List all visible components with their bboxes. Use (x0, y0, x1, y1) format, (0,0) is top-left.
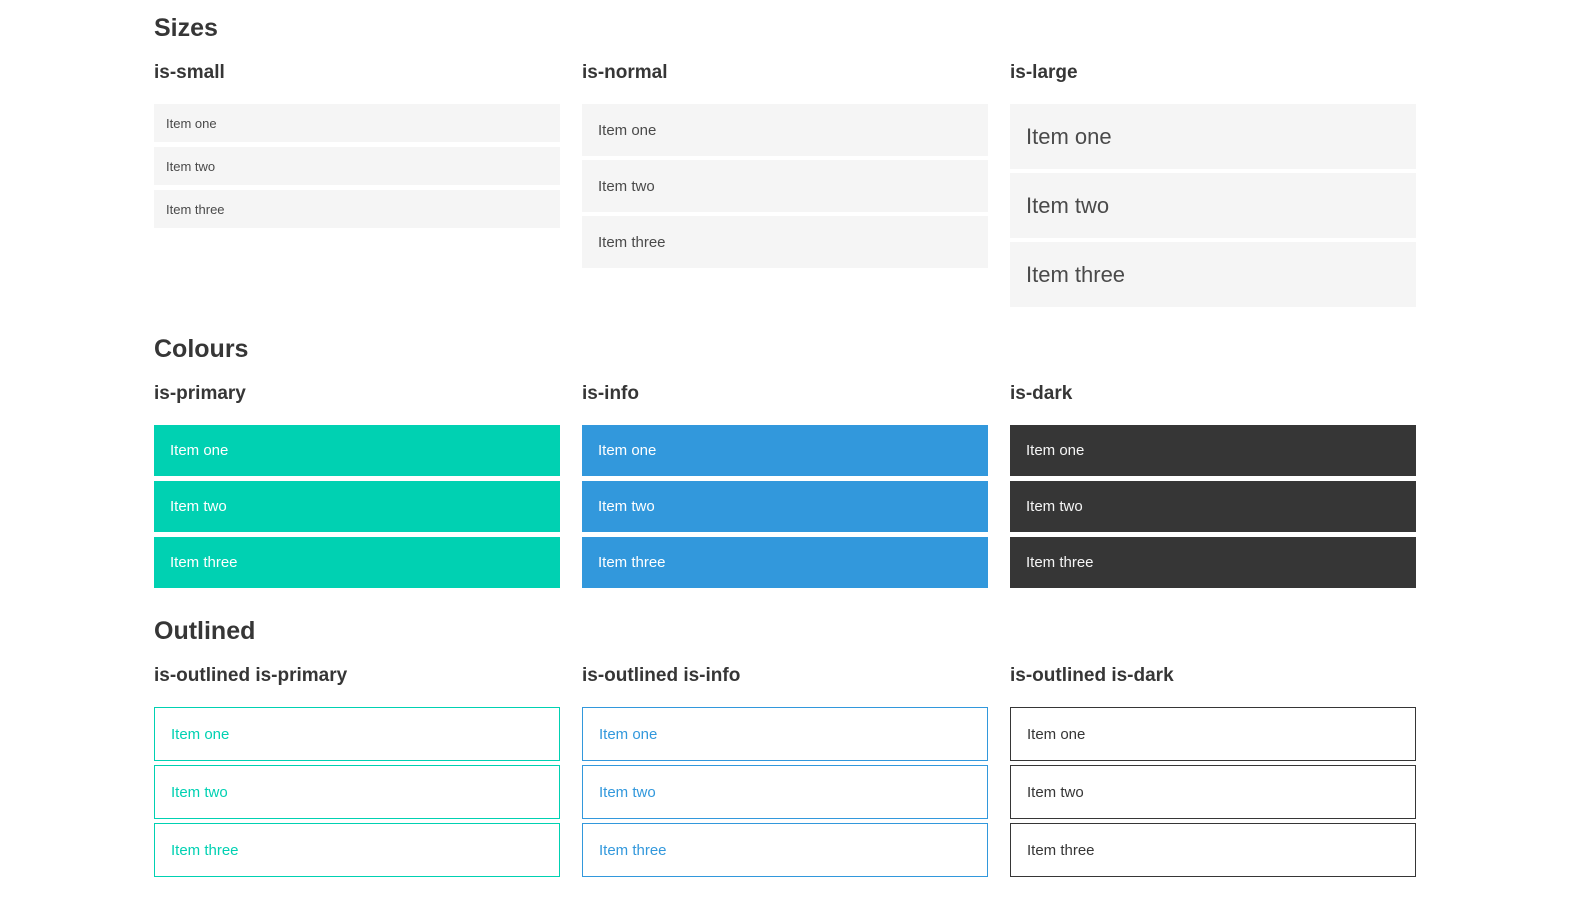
group-is-outlined-is-dark: is-outlined is-dark Item one Item two It… (1010, 665, 1416, 881)
list-item[interactable]: Item one (154, 425, 560, 476)
list-item[interactable]: Item two (154, 481, 560, 532)
list-item[interactable]: Item one (154, 104, 560, 142)
group-is-info: is-info Item one Item two Item three (582, 383, 988, 593)
list-item[interactable]: Item one (1010, 425, 1416, 476)
list-item[interactable]: Item three (154, 190, 560, 228)
list-item[interactable]: Item two (154, 147, 560, 185)
colours-row: is-primary Item one Item two Item three … (154, 383, 1416, 593)
list-item[interactable]: Item three (582, 823, 988, 877)
list-item[interactable]: Item three (1010, 823, 1416, 877)
group-label: is-outlined is-primary (154, 665, 348, 686)
list-item[interactable]: Item three (582, 216, 988, 268)
section-sizes: Sizes is-small Item one Item two Item th… (154, 14, 1416, 311)
sizes-row: is-small Item one Item two Item three is… (154, 62, 1416, 311)
outlined-row: is-outlined is-primary Item one Item two… (154, 665, 1416, 881)
group-label: is-outlined is-info (582, 665, 741, 686)
group-is-primary: is-primary Item one Item two Item three (154, 383, 560, 593)
section-outlined: Outlined is-outlined is-primary Item one… (154, 617, 1416, 881)
group-is-small: is-small Item one Item two Item three (154, 62, 560, 311)
list-item[interactable]: Item two (1010, 765, 1416, 819)
list-item[interactable]: Item three (154, 537, 560, 588)
list-item[interactable]: Item one (582, 104, 988, 156)
list-item[interactable]: Item one (1010, 104, 1416, 169)
group-label: is-outlined is-dark (1010, 665, 1174, 686)
group-label: is-dark (1010, 383, 1073, 404)
list-item[interactable]: Item three (1010, 242, 1416, 307)
section-title: Sizes (154, 14, 218, 42)
list-item[interactable]: Item two (582, 765, 988, 819)
list-item[interactable]: Item one (154, 707, 560, 761)
list-item[interactable]: Item two (154, 765, 560, 819)
group-label: is-primary (154, 383, 246, 404)
list-item[interactable]: Item two (582, 160, 988, 212)
group-label: is-info (582, 383, 639, 404)
group-label: is-large (1010, 62, 1078, 83)
group-label: is-normal (582, 62, 668, 83)
group-is-outlined-is-primary: is-outlined is-primary Item one Item two… (154, 665, 560, 881)
group-is-outlined-is-info: is-outlined is-info Item one Item two It… (582, 665, 988, 881)
list-item[interactable]: Item two (582, 481, 988, 532)
group-is-normal: is-normal Item one Item two Item three (582, 62, 988, 311)
group-is-large: is-large Item one Item two Item three (1010, 62, 1416, 311)
list-item[interactable]: Item one (582, 707, 988, 761)
list-item[interactable]: Item two (1010, 481, 1416, 532)
section-title: Outlined (154, 617, 256, 645)
section-title: Colours (154, 335, 249, 363)
group-is-dark: is-dark Item one Item two Item three (1010, 383, 1416, 593)
list-item[interactable]: Item two (1010, 173, 1416, 238)
section-colours: Colours is-primary Item one Item two Ite… (154, 335, 1416, 593)
list-item[interactable]: Item three (582, 537, 988, 588)
group-label: is-small (154, 62, 225, 83)
list-item[interactable]: Item one (582, 425, 988, 476)
list-item[interactable]: Item one (1010, 707, 1416, 761)
list-item[interactable]: Item three (154, 823, 560, 877)
list-item[interactable]: Item three (1010, 537, 1416, 588)
